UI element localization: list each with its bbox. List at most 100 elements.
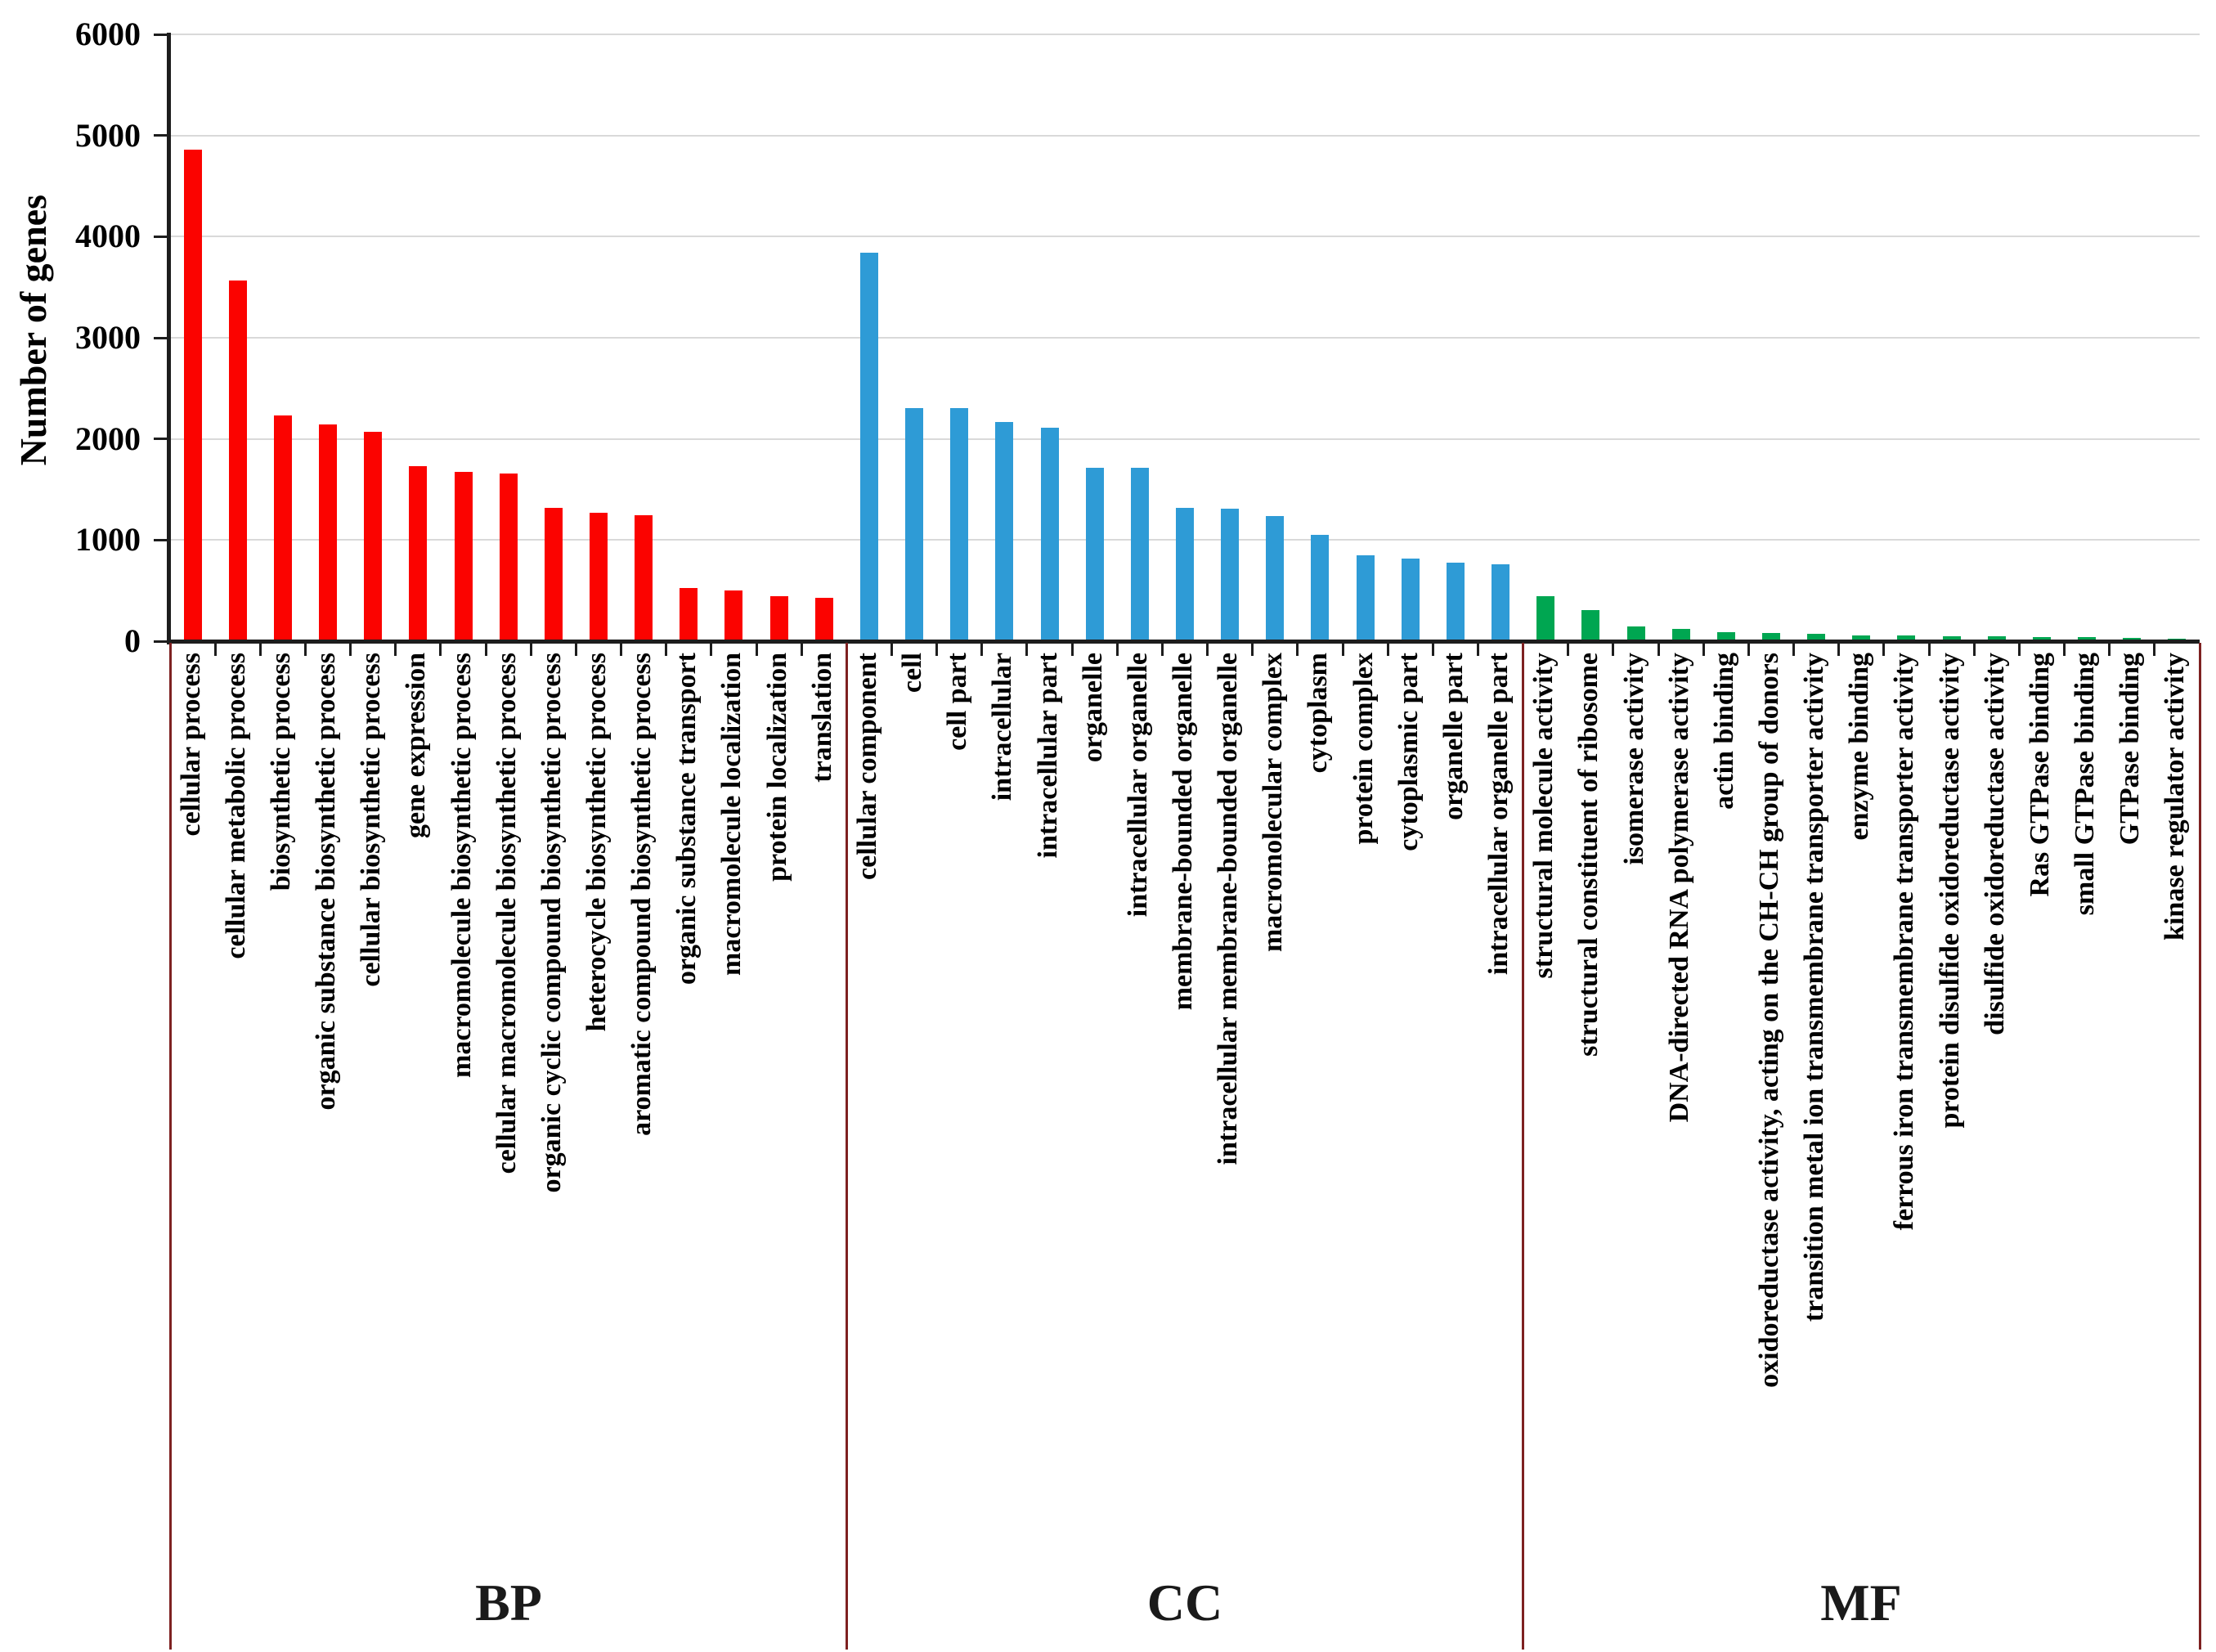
group-label-cc: CC xyxy=(1146,1573,1223,1632)
bar-label: cellular macromolecule biosynthetic proc… xyxy=(491,653,522,1174)
x-tick xyxy=(349,643,352,656)
bar-organelle xyxy=(1086,468,1104,640)
x-tick xyxy=(1477,643,1479,656)
bar-cell xyxy=(905,408,923,640)
bar-label: organic cyclic compound biosynthetic pro… xyxy=(536,653,567,1193)
x-tick xyxy=(394,643,397,656)
x-tick xyxy=(1837,643,1840,656)
bar-organic-cyclic-compound-biosynthetic-process xyxy=(545,508,563,640)
bar-label: organelle xyxy=(1078,653,1108,763)
bar-intracellular-membrane-bounded-organelle xyxy=(1221,509,1239,640)
x-tick xyxy=(1747,643,1750,656)
bar-label: kinase regulator activity xyxy=(2160,653,2190,940)
bar-label: GTPase binding xyxy=(2115,653,2145,846)
bar-aromatic-compound-biosynthetic-process xyxy=(635,515,653,640)
bar-isomerase-activity xyxy=(1627,626,1645,640)
x-tick xyxy=(1973,643,1976,656)
x-tick xyxy=(2153,643,2155,656)
bar-dna-directed-rna-polymerase-activity xyxy=(1672,629,1690,640)
x-tick xyxy=(1702,643,1705,656)
x-tick xyxy=(1612,643,1614,656)
x-tick xyxy=(259,643,262,656)
gridline xyxy=(170,34,2200,35)
bar-cellular-metabolic-process xyxy=(229,281,247,640)
bar-label: protein complex xyxy=(1348,653,1379,845)
x-tick xyxy=(575,643,577,656)
bar-protein-localization xyxy=(770,596,788,640)
gridline xyxy=(170,337,2200,339)
y-tick xyxy=(154,235,167,238)
bar-protein-disulfide-oxidoreductase-activity xyxy=(1943,636,1961,640)
x-tick xyxy=(801,643,803,656)
bar-intracellular-part xyxy=(1041,428,1059,640)
bar-gtpase-binding xyxy=(2123,638,2141,640)
bar-cytoplasm xyxy=(1311,535,1329,640)
bar-label: actin binding xyxy=(1709,653,1739,810)
y-tick xyxy=(154,538,167,541)
bar-label: aromatic compound biosynthetic process xyxy=(626,653,657,1136)
bar-disulfide-oxidoreductase-activity xyxy=(1988,636,2006,640)
bar-cellular-biosynthetic-process xyxy=(364,432,382,640)
bar-label: structural molecule activity xyxy=(1528,653,1559,979)
bar-organic-substance-transport xyxy=(680,588,698,640)
x-tick xyxy=(665,643,667,656)
y-tick xyxy=(154,336,167,339)
y-tick xyxy=(154,33,167,36)
x-tick xyxy=(710,643,712,656)
bar-label: intracellular organelle xyxy=(1123,653,1153,918)
section-divider xyxy=(846,643,848,1650)
x-tick xyxy=(2018,643,2021,656)
bar-label: intracellular organelle part xyxy=(1483,653,1514,976)
y-tick-label: 0 xyxy=(124,622,141,659)
bar-macromolecule-localization xyxy=(724,590,742,640)
x-tick xyxy=(1432,643,1434,656)
x-tick xyxy=(1658,643,1660,656)
x-tick xyxy=(1206,643,1209,656)
x-tick xyxy=(1025,643,1028,656)
bar-actin-binding xyxy=(1717,632,1735,640)
y-tick xyxy=(154,134,167,137)
bar-intracellular-organelle xyxy=(1131,468,1149,640)
y-tick-label: 1000 xyxy=(75,521,141,559)
bar-oxidoreductase-activity-acting-on-the-ch-ch-group-of-donors xyxy=(1762,633,1780,640)
x-tick xyxy=(1928,643,1931,656)
bar-ferrous-iron-transmembrane-transporter-activity xyxy=(1897,635,1915,640)
y-tick-label: 5000 xyxy=(75,116,141,154)
bar-label: organelle part xyxy=(1438,653,1469,820)
x-tick xyxy=(1882,643,1885,656)
bar-small-gtpase-binding xyxy=(2078,637,2096,640)
bar-label: intracellular membrane-bounded organelle xyxy=(1213,653,1243,1165)
bar-structural-molecule-activity xyxy=(1536,596,1554,640)
x-tick xyxy=(935,643,938,656)
x-tick xyxy=(2063,643,2066,656)
bar-label: cell part xyxy=(942,653,972,751)
x-tick xyxy=(1387,643,1389,656)
bar-label: cellular process xyxy=(176,653,206,837)
gridline xyxy=(170,134,2200,137)
bar-label: cellular biosynthetic process xyxy=(356,653,386,987)
bar-organic-substance-biosynthetic-process xyxy=(319,424,337,640)
bar-translation xyxy=(815,598,833,640)
bar-cellular-process xyxy=(184,150,202,640)
bar-cellular-macromolecule-biosynthetic-process xyxy=(500,474,518,640)
bar-label: macromolecule biosynthetic process xyxy=(446,653,477,1078)
bar-heterocycle-biosynthetic-process xyxy=(590,513,608,640)
bar-label: organic substance biosynthetic process xyxy=(311,653,341,1111)
bar-label: translation xyxy=(807,653,837,783)
bar-intracellular xyxy=(995,422,1013,640)
bar-label: cell xyxy=(897,653,927,694)
x-tick xyxy=(1792,643,1795,656)
x-tick xyxy=(1251,643,1254,656)
bar-gene-expression xyxy=(409,466,427,640)
bar-enzyme-binding xyxy=(1852,635,1870,640)
bar-cellular-component xyxy=(860,253,878,640)
bar-label: transition metal ion transmembrane trans… xyxy=(1799,653,1829,1322)
y-tick-label: 4000 xyxy=(75,218,141,255)
x-tick xyxy=(1116,643,1119,656)
section-divider xyxy=(2199,643,2201,1650)
bar-organelle-part xyxy=(1447,563,1465,640)
bar-label: small GTPase binding xyxy=(2070,653,2100,916)
bar-label: structural constituent of ribosome xyxy=(1573,653,1604,1057)
section-divider xyxy=(1522,643,1524,1650)
